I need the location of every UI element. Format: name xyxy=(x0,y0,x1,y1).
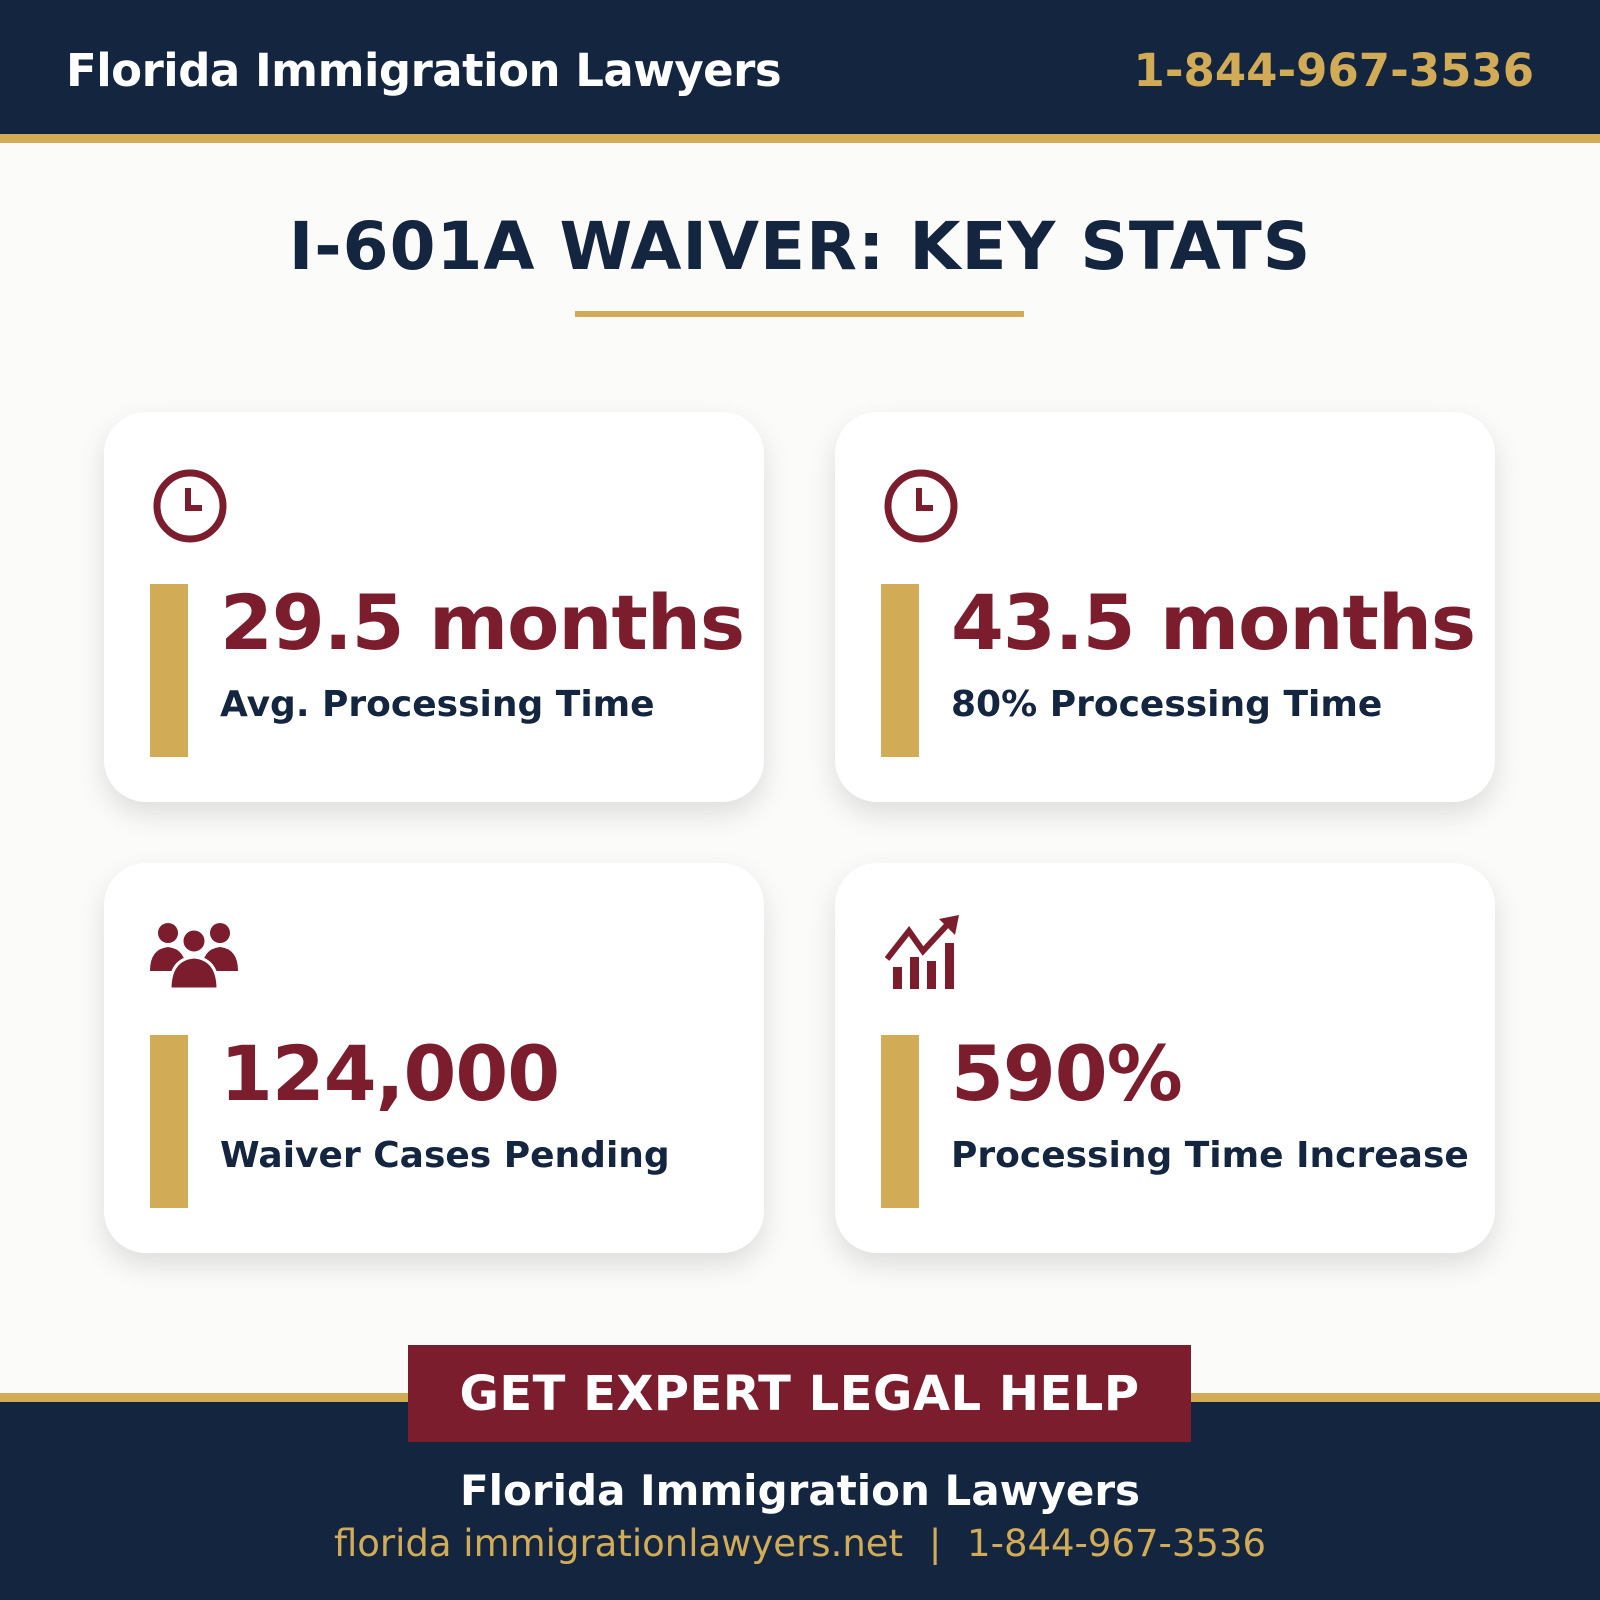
stat-card-pending-cases: 124,000 Waiver Cases Pending xyxy=(104,863,764,1253)
stat-label: Processing Time Increase xyxy=(951,1135,1469,1176)
separator: | xyxy=(928,1522,942,1565)
header-phone[interactable]: 1-844-967-3536 xyxy=(1133,44,1534,97)
footer-phone[interactable]: 1-844-967-3536 xyxy=(967,1522,1267,1565)
stat-card-time-increase: 590% Processing Time Increase xyxy=(835,863,1495,1253)
title-underline xyxy=(575,311,1024,317)
accent-bar xyxy=(150,584,188,757)
stat-value: 590% xyxy=(951,1029,1183,1118)
stat-label: 80% Processing Time xyxy=(951,684,1383,725)
users-icon xyxy=(150,923,238,991)
stat-value: 124,000 xyxy=(220,1029,560,1118)
clock-icon xyxy=(153,469,227,543)
accent-bar xyxy=(150,1035,188,1208)
header: Florida Immigration Lawyers 1-844-967-35… xyxy=(0,0,1600,143)
footer-title: Florida Immigration Lawyers xyxy=(459,1466,1141,1515)
stat-value: 29.5 months xyxy=(220,578,745,667)
stat-card-80-processing: 43.5 months 80% Processing Time xyxy=(835,412,1495,802)
brand-name: Florida Immigration Lawyers xyxy=(66,44,782,97)
stat-card-avg-processing: 29.5 months Avg. Processing Time xyxy=(104,412,764,802)
get-help-button[interactable]: GET EXPERT LEGAL HELP xyxy=(408,1345,1191,1442)
accent-bar xyxy=(881,1035,919,1208)
website-link[interactable]: florida immigrationlawyers.net xyxy=(333,1522,904,1565)
stat-value: 43.5 months xyxy=(951,578,1476,667)
growth-chart-icon xyxy=(885,915,959,989)
page-title: I-601A WAIVER: KEY STATS xyxy=(288,208,1312,285)
stat-label: Avg. Processing Time xyxy=(220,684,655,725)
accent-bar xyxy=(881,584,919,757)
footer-contact: florida immigrationlawyers.net | 1-844-9… xyxy=(0,1522,1600,1565)
clock-icon xyxy=(884,469,958,543)
stat-label: Waiver Cases Pending xyxy=(220,1135,670,1176)
